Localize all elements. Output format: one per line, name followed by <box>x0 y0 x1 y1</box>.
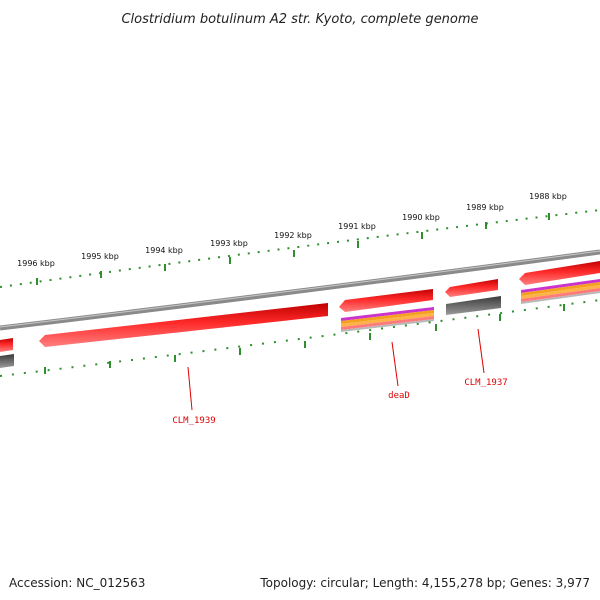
feature-band-orange <box>521 285 600 299</box>
feature-band-magenta <box>521 279 600 293</box>
dark-feature[interactable] <box>0 354 14 368</box>
ruler-ring-outer <box>0 209 600 288</box>
gene-arrow[interactable] <box>445 279 498 297</box>
genome-summary-text: Topology: circular; Length: 4,155,278 bp… <box>259 576 590 590</box>
ruler-ring-inner <box>0 299 600 377</box>
dark-features <box>0 296 501 368</box>
feature-band-pink <box>341 316 434 330</box>
map-title: Clostridium botulinum A2 str. Kyoto, com… <box>121 12 478 27</box>
ruler-labels: 1996 kbp 1995 kbp 1994 kbp 1993 kbp 1992… <box>17 192 567 268</box>
gene-arrow[interactable] <box>0 338 13 352</box>
gene-arrow[interactable] <box>519 261 600 285</box>
gene-labels: CLM_1939 deaD CLM_1937 <box>172 378 507 426</box>
backbone-ring <box>0 249 600 331</box>
tick-label: 1989 kbp <box>466 203 504 212</box>
ruler-ticks <box>36 213 550 285</box>
feature-band-orange <box>521 282 600 296</box>
gene-label-dead[interactable]: deaD <box>388 391 410 401</box>
gene-label-clm-1937[interactable]: CLM_1937 <box>464 378 507 388</box>
leader-line-dead <box>391 341 399 387</box>
gene-leaders <box>187 328 485 411</box>
inner-ring-ticks <box>44 304 565 374</box>
feature-band-grey <box>521 291 600 304</box>
accession-text: Accession: NC_012563 <box>9 576 145 590</box>
feature-band-orange <box>341 313 434 327</box>
feature-band-grey <box>341 319 434 332</box>
tick-label: 1996 kbp <box>17 259 55 268</box>
gene-label-clm-1939[interactable]: CLM_1939 <box>172 416 215 426</box>
feature-band-orange <box>341 310 434 324</box>
leader-line-clm-1939 <box>187 366 193 411</box>
tick-label: 1995 kbp <box>81 252 119 261</box>
backbone-ring-highlight <box>0 250 600 328</box>
tick-label: 1993 kbp <box>210 239 248 248</box>
feature-band-magenta <box>341 307 434 321</box>
dark-feature[interactable] <box>446 296 501 315</box>
tick-label: 1992 kbp <box>274 231 312 240</box>
feature-band-pink <box>521 288 600 302</box>
tick-label: 1990 kbp <box>402 213 440 222</box>
gene-arrow-clm-1939[interactable] <box>39 303 328 347</box>
tick-label: 1991 kbp <box>338 222 376 231</box>
gene-features <box>0 261 600 352</box>
feature-bands <box>341 279 600 332</box>
tick-label: 1994 kbp <box>145 246 183 255</box>
leader-line-clm-1937 <box>477 328 485 374</box>
tick-label: 1988 kbp <box>529 192 567 201</box>
gene-arrow-dead[interactable] <box>339 289 433 312</box>
